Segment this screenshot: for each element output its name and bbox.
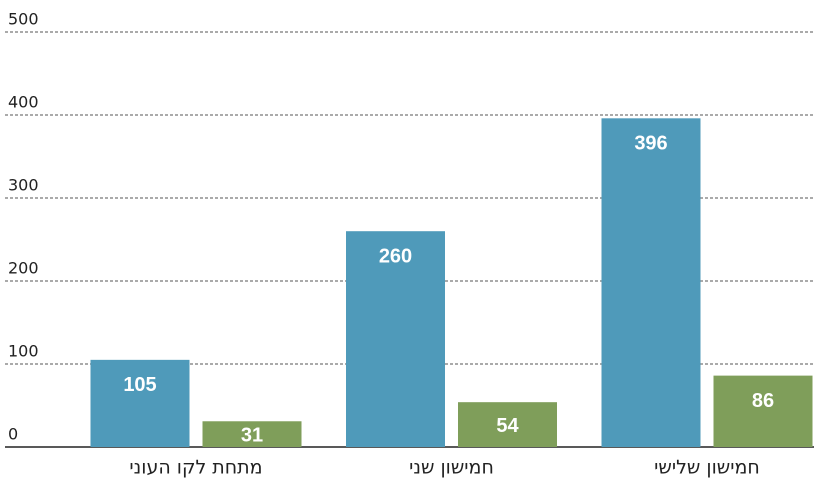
y-tick-label: 100 [8,342,39,361]
value-label: 86 [752,390,774,412]
bar [458,402,557,447]
bar [202,421,302,447]
y-tick-label: 300 [8,176,39,195]
value-label: 54 [496,415,519,437]
y-tick-label: 400 [8,93,39,112]
bar [346,231,445,447]
bar [713,375,813,447]
value-label: 396 [634,133,667,155]
bar [90,359,190,447]
value-label: 31 [241,424,263,446]
y-tick-label: 200 [8,259,39,278]
value-label: 105 [123,374,156,396]
x-tick-label: חמישון שלישי [654,457,760,479]
y-tick-label: 500 [8,10,39,29]
y-tick-label: 0 [8,425,18,444]
bar [601,118,701,447]
x-tick-label: מתחת לקו העוני [129,457,262,479]
value-label: 260 [379,245,412,267]
x-tick-label: חמישון שני [409,457,494,479]
